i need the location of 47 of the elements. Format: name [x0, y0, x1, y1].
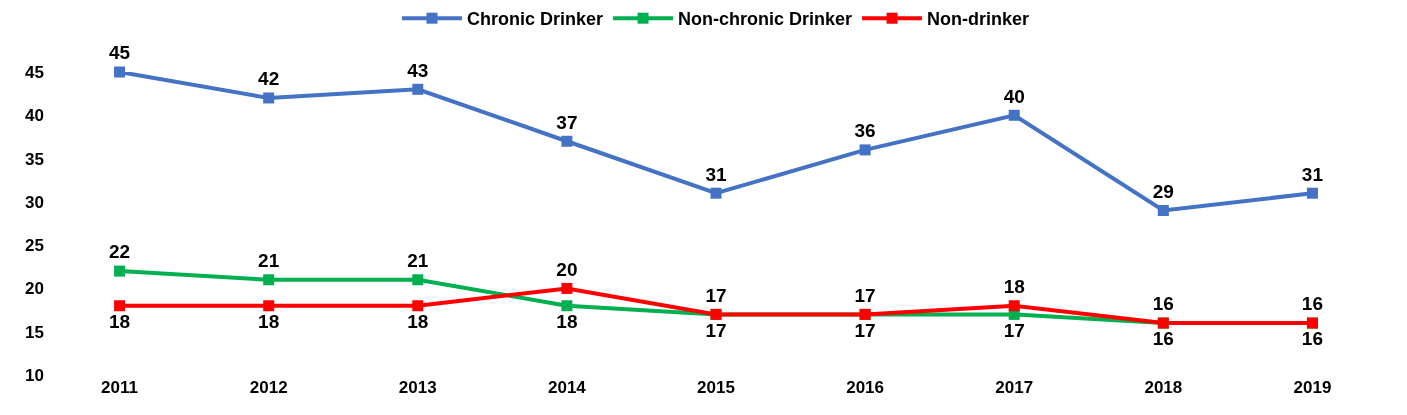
- x-tick-label: 2018: [1144, 378, 1183, 397]
- data-label: 43: [407, 59, 429, 81]
- data-label: 40: [1003, 85, 1025, 107]
- y-tick-label: 45: [25, 62, 44, 82]
- x-tick-label: 2014: [547, 378, 587, 397]
- data-label: 16: [1152, 328, 1174, 350]
- data-label: 22: [108, 241, 131, 263]
- y-tick-label: 10: [25, 365, 44, 385]
- data-label: 18: [108, 310, 131, 332]
- data-label: 16: [1152, 293, 1174, 315]
- data-label: 16: [1301, 328, 1324, 350]
- data-label: 21: [407, 250, 429, 272]
- data-label: 20: [556, 258, 578, 280]
- data-label: 36: [854, 120, 876, 142]
- data-label: 16: [1301, 293, 1324, 315]
- data-label: 21: [258, 250, 280, 272]
- data-label: 17: [705, 319, 727, 341]
- data-label: 18: [407, 310, 429, 332]
- y-tick-label: 25: [25, 236, 44, 256]
- x-tick-label: 2015: [697, 378, 735, 397]
- x-tick-label: 2011: [101, 378, 139, 397]
- data-label: 18: [556, 310, 578, 332]
- x-tick-label: 2013: [398, 378, 437, 397]
- y-tick-label: 30: [25, 192, 44, 212]
- data-label: 17: [705, 284, 727, 306]
- y-tick-label: 40: [25, 106, 44, 126]
- x-tick-label: 2019: [1293, 378, 1332, 397]
- data-label: 17: [854, 284, 876, 306]
- data-label: 29: [1152, 180, 1174, 202]
- data-label: 17: [854, 319, 876, 341]
- y-tick-label: 35: [25, 149, 44, 169]
- data-label: 31: [1301, 163, 1324, 185]
- data-label: 17: [1003, 319, 1025, 341]
- data-label: 37: [556, 111, 578, 133]
- legend-label: Chronic Drinker: [467, 9, 604, 30]
- data-label: 45: [108, 42, 131, 64]
- x-tick-label: 2016: [846, 378, 885, 397]
- x-tick-label: 2012: [249, 378, 288, 397]
- x-tick-label: 2017: [995, 378, 1034, 397]
- data-label: 18: [258, 310, 280, 332]
- data-label: 31: [705, 163, 727, 185]
- y-tick-label: 20: [25, 279, 44, 299]
- y-tick-label: 15: [25, 322, 44, 342]
- data-label: 18: [1003, 276, 1025, 298]
- legend-label: Non-drinker: [927, 9, 1030, 30]
- legend-label: Non-chronic Drinker: [678, 9, 853, 30]
- data-label: 42: [258, 68, 280, 90]
